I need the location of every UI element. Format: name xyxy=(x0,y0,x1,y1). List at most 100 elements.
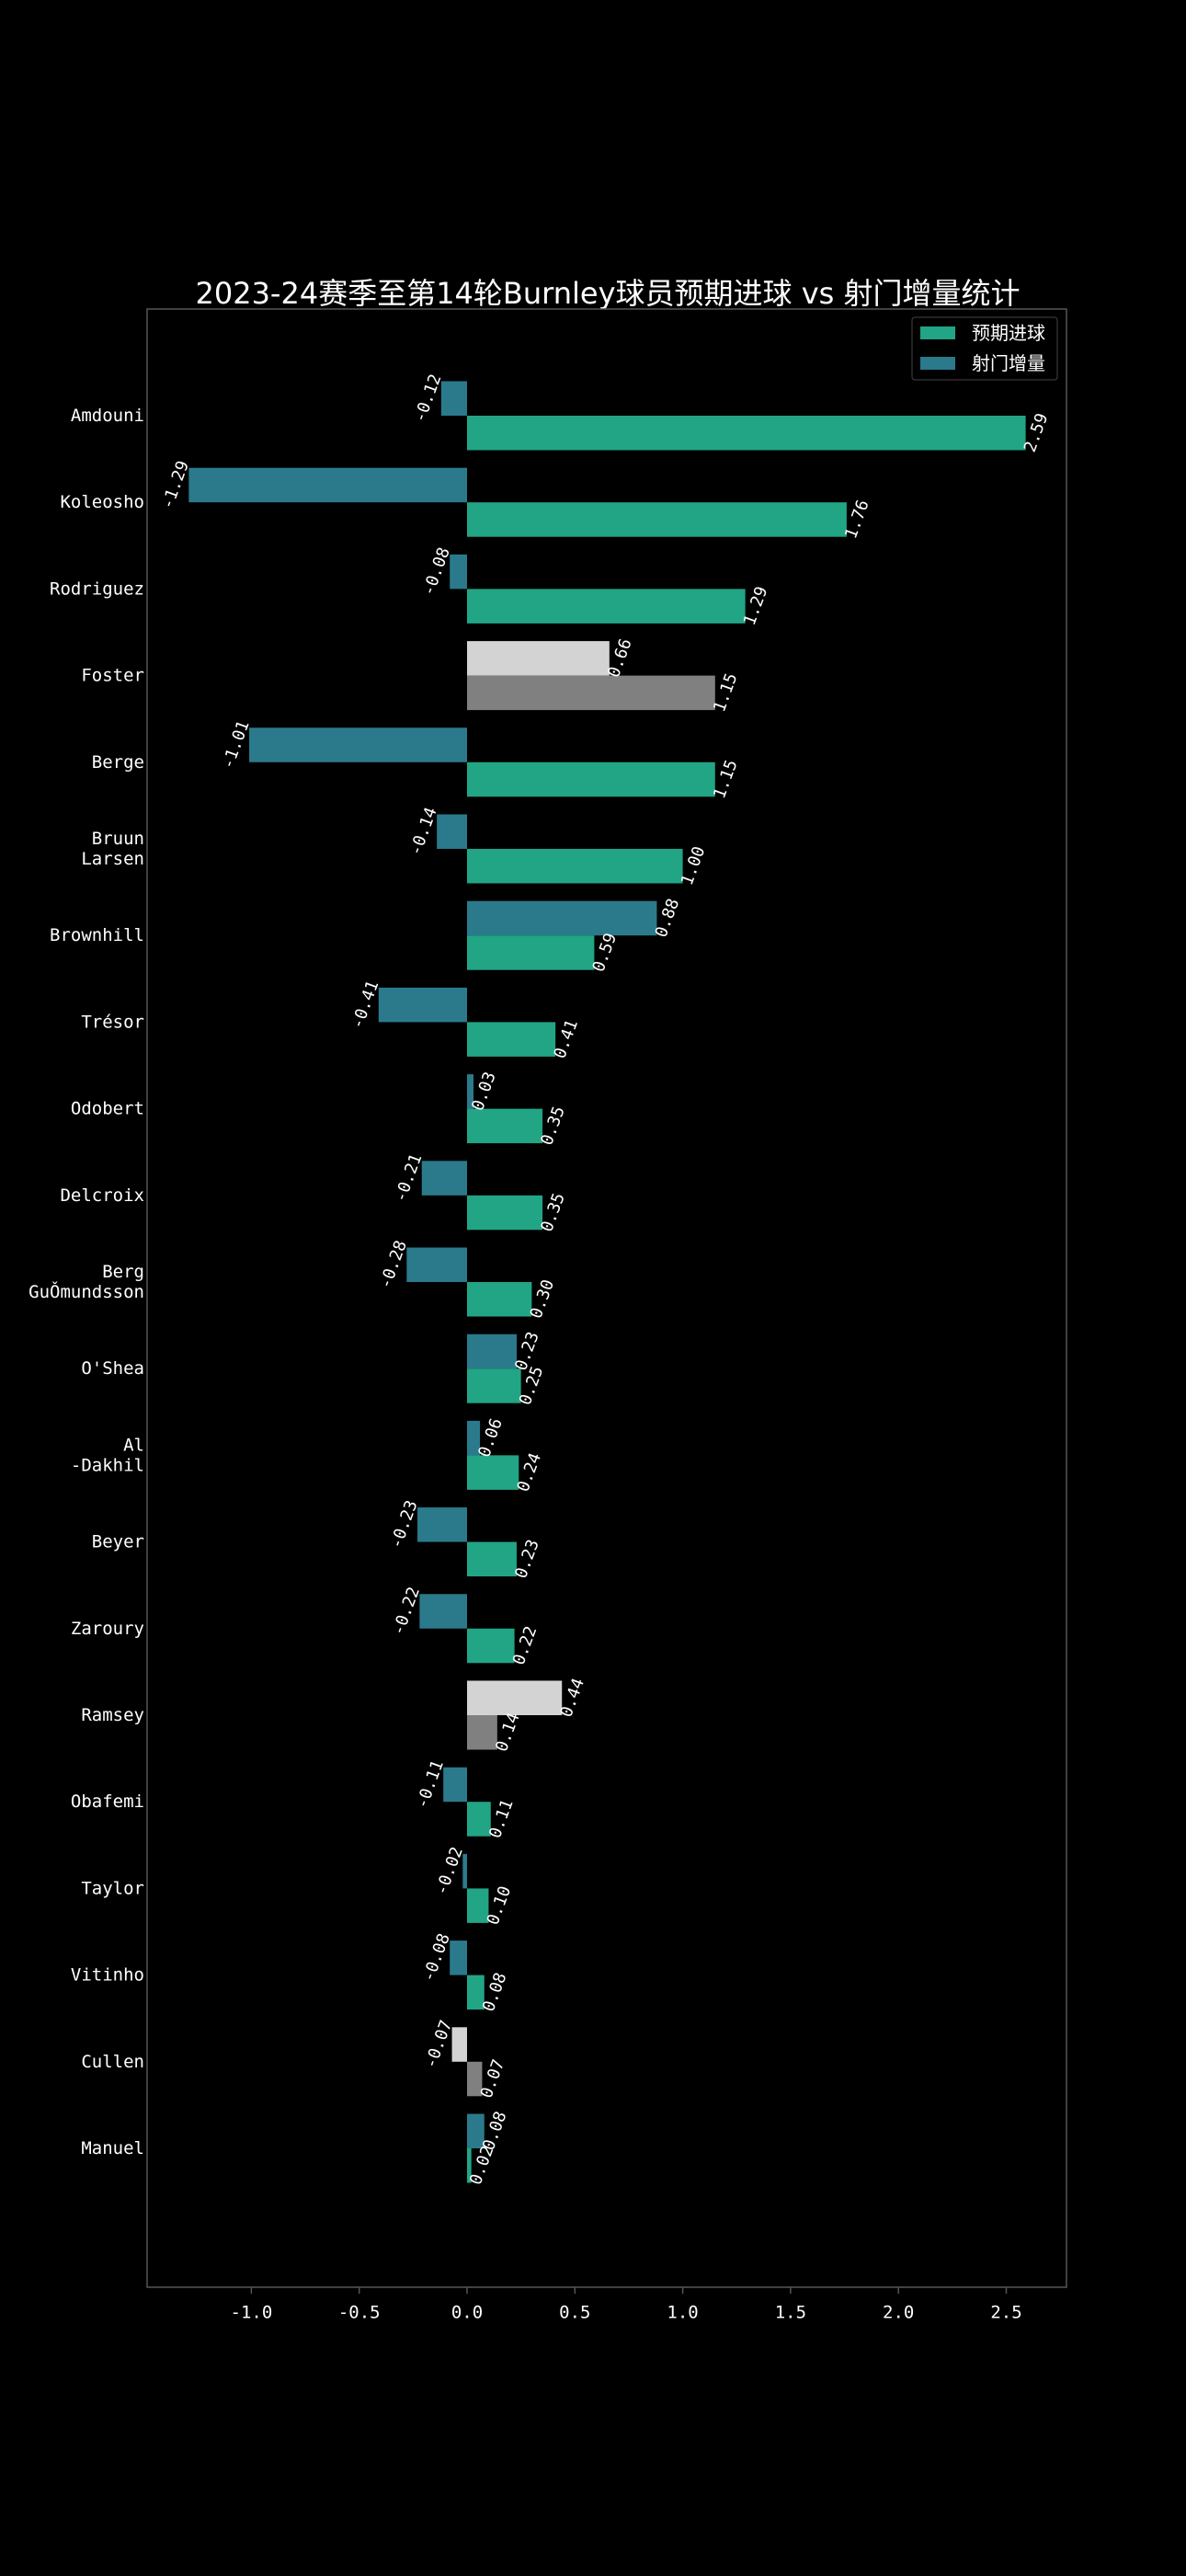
bar-label-shot-delta: -0.28 xyxy=(376,1238,411,1291)
bar-label-shot-delta: -0.12 xyxy=(410,372,445,425)
bar-shot-delta xyxy=(440,381,467,416)
bar-expected-goals xyxy=(467,1628,515,1664)
category-label: Beyer xyxy=(92,1532,144,1552)
bar-label-shot-delta: -1.01 xyxy=(218,718,253,772)
x-tick-label: -0.5 xyxy=(338,2303,381,2323)
category-label: O'Shea xyxy=(81,1358,144,1379)
bar-expected-goals xyxy=(467,2148,472,2183)
x-tick-label: 1.5 xyxy=(775,2303,806,2323)
bar-label-shot-delta: -1.29 xyxy=(158,458,193,511)
bar-shot-delta xyxy=(467,1420,481,1456)
bar-label-shot-delta: -0.22 xyxy=(389,1585,424,1638)
bar-shot-delta xyxy=(417,1507,467,1542)
legend-swatch-expected-goals xyxy=(920,326,955,339)
legend-label-expected-goals: 预期进球 xyxy=(972,322,1045,344)
category-label: Bruun xyxy=(92,829,144,849)
bar-expected-goals xyxy=(467,1541,517,1577)
legend-swatch-shot-delta xyxy=(920,357,955,370)
bar-shot-delta xyxy=(451,2027,467,2062)
bar-expected-goals xyxy=(467,1802,491,1837)
bar-label-shot-delta: -0.07 xyxy=(421,2018,456,2071)
bar-expected-goals xyxy=(467,761,715,797)
x-tick-label: 0.0 xyxy=(451,2303,483,2323)
category-label: Manuel xyxy=(81,2138,144,2158)
bar-label-shot-delta: -0.41 xyxy=(348,978,382,1031)
category-label: Delcroix xyxy=(60,1185,144,1206)
category-label: GuǑmundsson xyxy=(29,1280,144,1302)
category-label: Obafemi xyxy=(71,1792,144,1812)
bar-shot-delta xyxy=(467,2113,485,2148)
bar-label-shot-delta: -0.21 xyxy=(391,1151,426,1205)
legend-label-shot-delta: 射门增量 xyxy=(972,352,1045,374)
bar-shot-delta xyxy=(462,1853,467,1889)
bar-expected-goals xyxy=(467,1455,519,1490)
axes-frame xyxy=(146,308,1067,2288)
category-label: Odobert xyxy=(71,1099,144,1119)
bar-label-shot-delta: -0.23 xyxy=(386,1498,421,1551)
bar-expected-goals xyxy=(467,1888,489,1923)
bar-shot-delta xyxy=(188,467,467,503)
bars-layer xyxy=(188,381,1026,2183)
bar-expected-goals xyxy=(467,502,847,537)
x-axis: -1.0 -0.5 0.0 0.5 1.0 1.5 2.0 2.5 xyxy=(231,2287,1022,2323)
category-label: Berg xyxy=(102,1262,144,1282)
bar-expected-goals xyxy=(467,589,746,624)
bar-shot-delta xyxy=(467,1074,474,1109)
category-labels-layer: Amdouni Koleosho Rodriguez Foster Berge Bruun… xyxy=(29,406,144,2158)
category-label: Vitinho xyxy=(71,1965,144,1986)
category-label: Foster xyxy=(81,666,144,686)
bar-expected-goals xyxy=(467,849,683,884)
chart-title: 2023-24赛季至第14轮Burnley球员预期进球 vs 射门增量统计 xyxy=(195,276,1020,311)
bar-shot-delta xyxy=(450,554,467,590)
category-label: Rodriguez xyxy=(50,578,144,599)
bar-expected-goals xyxy=(467,675,715,711)
x-tick-label: 1.0 xyxy=(667,2303,698,2323)
x-tick-label: 2.5 xyxy=(990,2303,1021,2323)
bar-label-shot-delta: -0.11 xyxy=(413,1757,448,1811)
bar-expected-goals xyxy=(467,1715,497,1750)
bar-expected-goals xyxy=(467,1195,543,1231)
x-tick-label: 0.5 xyxy=(559,2303,590,2323)
bar-expected-goals xyxy=(467,1282,532,1317)
category-label: Amdouni xyxy=(71,406,144,426)
bar-expected-goals xyxy=(467,1022,556,1057)
legend: 预期进球 射门增量 xyxy=(911,316,1058,381)
bar-label-shot-delta: -0.08 xyxy=(419,544,454,598)
bar-shot-delta xyxy=(467,641,610,676)
category-label: Taylor xyxy=(81,1878,144,1898)
category-label: Koleosho xyxy=(60,492,144,512)
bar-shot-delta xyxy=(443,1767,467,1803)
bar-shot-delta xyxy=(421,1161,467,1196)
bar-expected-goals xyxy=(467,416,1026,451)
bar-shot-delta xyxy=(450,1941,467,1975)
category-label: Cullen xyxy=(81,2052,144,2072)
bar-expected-goals xyxy=(467,2061,483,2097)
x-tick-label: -1.0 xyxy=(231,2303,273,2323)
category-label: Berge xyxy=(92,752,144,773)
category-label: Ramsey xyxy=(81,1705,144,1725)
bar-shot-delta xyxy=(437,814,467,849)
bar-shot-delta xyxy=(467,1680,563,1715)
category-label: -Dakhil xyxy=(71,1455,144,1475)
bar-shot-delta xyxy=(419,1594,467,1629)
category-label: Larsen xyxy=(81,849,144,869)
bar-label-shot-delta: -0.02 xyxy=(432,1844,467,1897)
bar-label-shot-delta: -0.08 xyxy=(419,1931,454,1985)
category-label: Brownhill xyxy=(50,925,144,945)
category-label: Al xyxy=(123,1435,144,1455)
category-label: Zaroury xyxy=(71,1619,144,1639)
bar-shot-delta xyxy=(467,1334,517,1369)
bar-label-shot-delta: -0.14 xyxy=(406,805,441,858)
bar-expected-goals xyxy=(467,1108,543,1144)
category-label: Trésor xyxy=(81,1012,144,1032)
bar-shot-delta xyxy=(406,1247,467,1282)
bar-expected-goals xyxy=(467,935,595,970)
bar-shot-delta xyxy=(378,987,467,1023)
bar-shot-delta xyxy=(249,727,467,762)
x-tick-label: 2.0 xyxy=(883,2303,914,2323)
bar-shot-delta xyxy=(467,900,657,936)
bar-expected-goals xyxy=(467,1368,521,1403)
bar-expected-goals xyxy=(467,1975,485,2010)
